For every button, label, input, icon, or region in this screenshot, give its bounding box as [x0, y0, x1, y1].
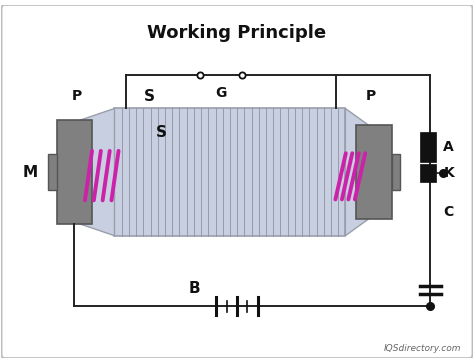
- Polygon shape: [346, 109, 368, 236]
- Text: S: S: [156, 125, 167, 139]
- Text: Working Principle: Working Principle: [147, 24, 327, 42]
- Text: P: P: [366, 89, 376, 103]
- Text: K: K: [443, 166, 454, 180]
- Text: A: A: [443, 140, 454, 154]
- Text: P: P: [72, 89, 82, 103]
- Text: M: M: [23, 164, 38, 180]
- FancyBboxPatch shape: [1, 5, 473, 358]
- Text: G: G: [215, 86, 226, 100]
- Bar: [48, 154, 57, 190]
- Bar: [56, 120, 92, 224]
- Text: S: S: [144, 89, 155, 104]
- Bar: [115, 109, 346, 236]
- Bar: [392, 154, 400, 190]
- Text: B: B: [189, 281, 201, 296]
- Polygon shape: [80, 109, 115, 236]
- Bar: [420, 164, 436, 183]
- Bar: [420, 132, 436, 162]
- Bar: [356, 125, 392, 219]
- Text: IQSdirectory.com: IQSdirectory.com: [383, 343, 461, 352]
- Text: C: C: [443, 205, 454, 219]
